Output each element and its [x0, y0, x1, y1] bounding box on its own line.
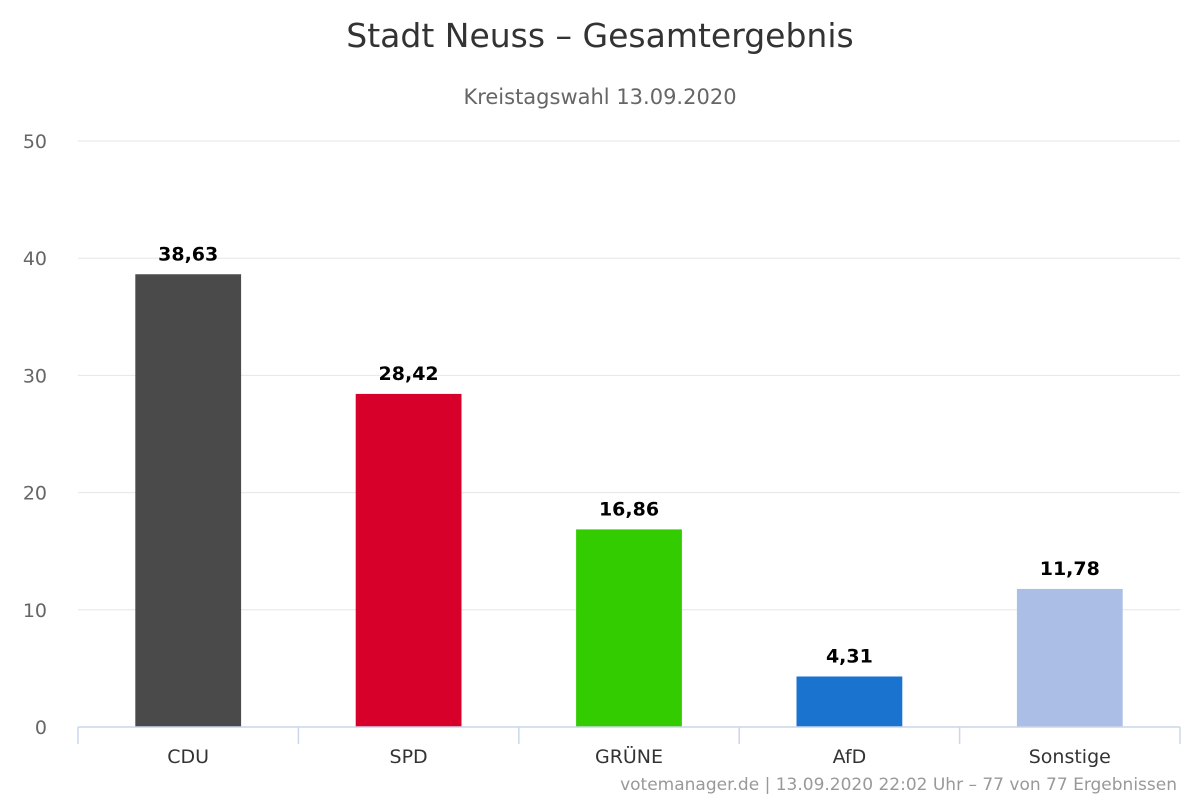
y-tick-label: 40: [23, 248, 47, 270]
data-label: 28,42: [379, 363, 439, 385]
x-tick-label: SPD: [390, 746, 428, 768]
data-label: 16,86: [599, 498, 659, 520]
y-tick-label: 0: [35, 717, 47, 739]
y-tick-label: 20: [23, 483, 47, 505]
gridlines: [78, 140, 1180, 611]
bar-cdu[interactable]: [135, 274, 242, 727]
x-tick-label: Sonstige: [1029, 746, 1111, 768]
y-tick-label: 50: [23, 131, 47, 153]
chart-title: Stadt Neuss – Gesamtergebnis: [346, 16, 853, 55]
data-labels: 38,63 28,42 16,86 4,31 11,78: [158, 243, 1100, 667]
bar-afd[interactable]: [796, 676, 903, 727]
bar-sonstige[interactable]: [1016, 588, 1123, 727]
bar-grüne[interactable]: [576, 529, 682, 727]
data-label: 4,31: [826, 645, 873, 667]
y-tick-label: 30: [23, 365, 47, 387]
chart-subtitle: Kreistagswahl 13.09.2020: [463, 85, 736, 109]
data-label: 11,78: [1040, 558, 1100, 580]
x-axis: CDU SPD GRÜNE AfD Sonstige: [77, 726, 1181, 768]
data-label: 38,63: [158, 243, 218, 265]
x-tick-label: CDU: [167, 746, 209, 768]
x-tick-label: GRÜNE: [595, 745, 663, 768]
y-tick-label: 10: [23, 600, 47, 622]
bars: [135, 274, 1123, 727]
x-tick-label: AfD: [833, 746, 867, 768]
credit-text[interactable]: votemanager.de | 13.09.2020 22:02 Uhr – …: [620, 775, 1177, 795]
y-axis-ticks: 0 10 20 30 40 50: [23, 131, 47, 739]
bar-spd[interactable]: [355, 393, 462, 727]
